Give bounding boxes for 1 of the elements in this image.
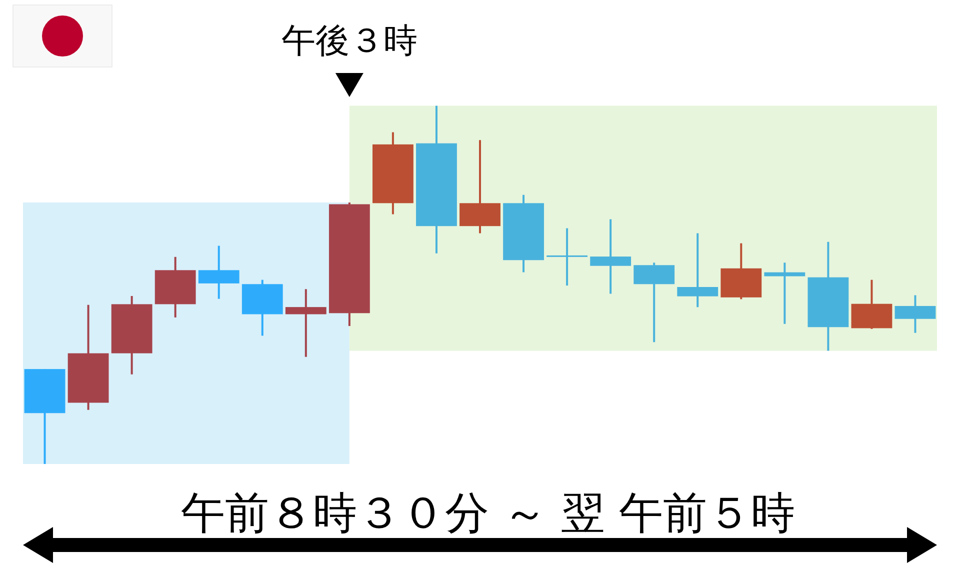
- xlabel: 午前８時３０分 ～ 翌 午前５時: [181, 488, 795, 539]
